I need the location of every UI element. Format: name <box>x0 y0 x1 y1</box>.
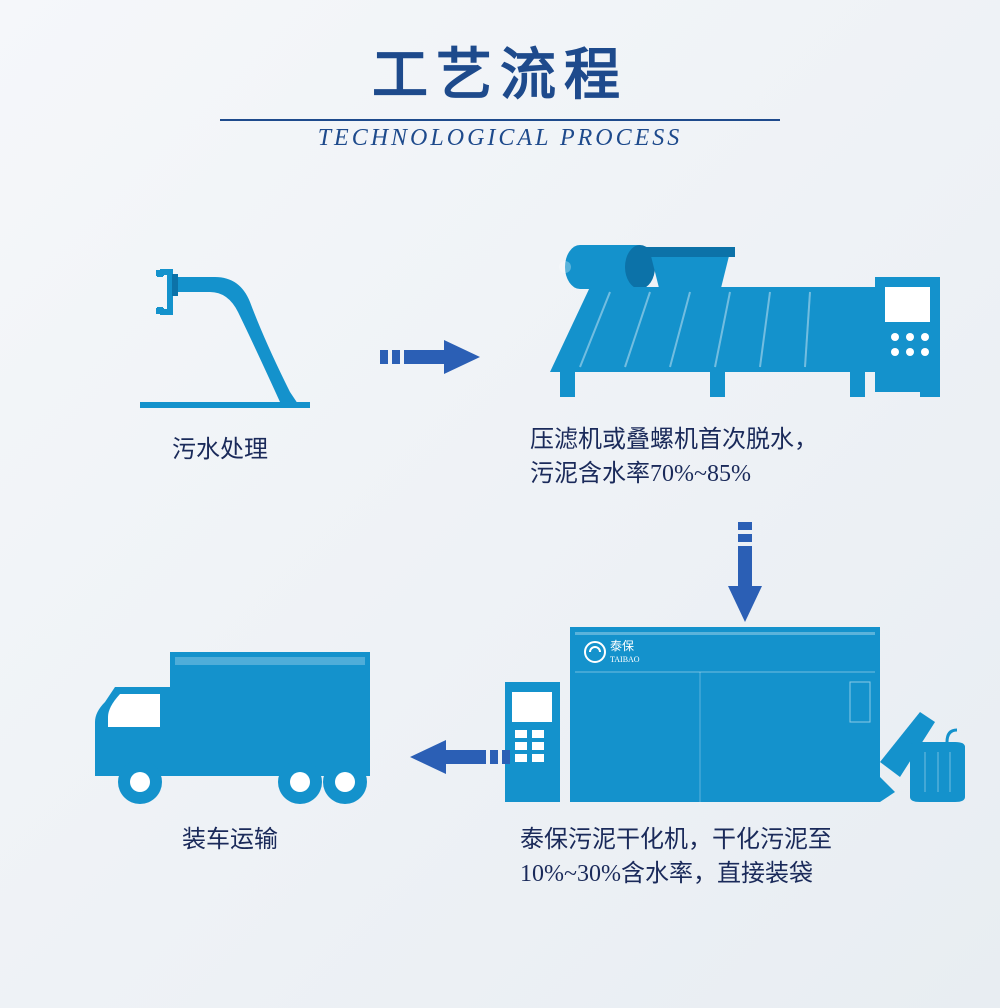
node-filter: 压滤机或叠螺机首次脱水， 污泥含水率70%~85% <box>520 232 960 491</box>
arrow-left <box>400 732 510 787</box>
title-underline <box>220 119 780 121</box>
filter-label-line2: 污泥含水率70%~85% <box>530 458 960 492</box>
filter-label-line1: 压滤机或叠螺机首次脱水， <box>530 424 960 458</box>
title-chinese: 工艺流程 <box>0 30 1000 111</box>
truck-icon <box>70 632 390 812</box>
filter-press-icon <box>520 232 960 412</box>
dryer-label-line1: 泰保污泥干化机，干化污泥至 <box>520 824 970 858</box>
svg-text:泰保: 泰保 <box>610 639 634 653</box>
node-sewage: 污水处理 <box>100 262 340 468</box>
node-dryer-label: 泰保污泥干化机，干化污泥至 10%~30%含水率，直接装袋 <box>500 824 970 891</box>
header: 工艺流程 TECHNOLOGICAL PROCESS <box>0 0 1000 152</box>
node-truck-label: 装车运输 <box>70 824 390 858</box>
node-truck: 装车运输 <box>70 632 390 858</box>
dryer-machine-icon: 泰保 TAIBAO <box>500 612 970 812</box>
node-filter-label: 压滤机或叠螺机首次脱水， 污泥含水率70%~85% <box>520 424 960 491</box>
dryer-label-line2: 10%~30%含水率，直接装袋 <box>520 858 970 892</box>
svg-text:TAIBAO: TAIBAO <box>610 655 640 664</box>
title-english: TECHNOLOGICAL PROCESS <box>0 125 1000 152</box>
process-diagram: 污水处理 <box>0 202 1000 982</box>
node-sewage-label: 污水处理 <box>100 434 340 468</box>
arrow-right-1 <box>380 332 490 387</box>
node-dryer: 泰保 TAIBAO 泰保污泥干化机，干化污泥至 10%~30%含水率，直接装袋 <box>500 612 970 891</box>
pipe-water-icon <box>100 262 340 422</box>
